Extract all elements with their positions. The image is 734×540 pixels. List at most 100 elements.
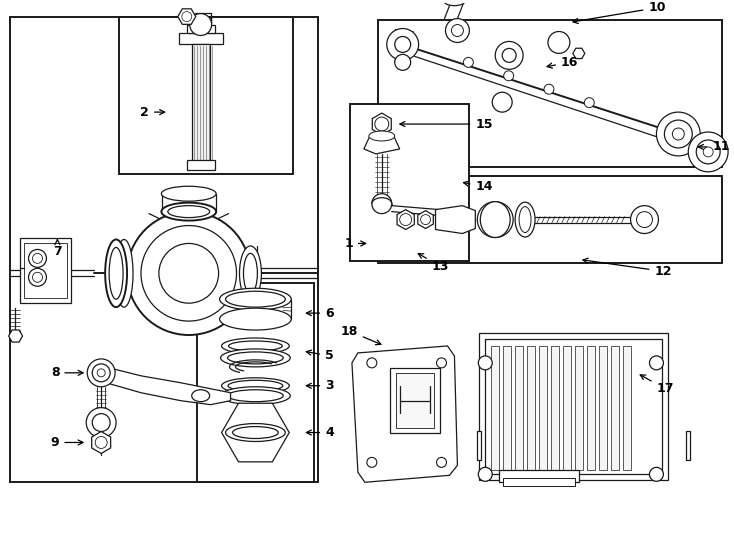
Ellipse shape — [228, 352, 283, 364]
Bar — [378, 176, 722, 264]
Text: 6: 6 — [306, 307, 334, 320]
Ellipse shape — [244, 253, 258, 293]
Text: 3: 3 — [306, 379, 334, 392]
Polygon shape — [397, 210, 414, 230]
Ellipse shape — [228, 390, 283, 402]
Ellipse shape — [480, 201, 510, 238]
Text: 8: 8 — [51, 366, 83, 379]
Circle shape — [395, 55, 410, 70]
Bar — [515, 346, 523, 470]
Circle shape — [697, 140, 720, 164]
Polygon shape — [9, 330, 23, 342]
Circle shape — [495, 42, 523, 69]
Bar — [186, 160, 214, 170]
Bar — [686, 430, 690, 461]
Circle shape — [87, 359, 115, 387]
Ellipse shape — [221, 349, 290, 367]
Ellipse shape — [168, 206, 210, 218]
Circle shape — [446, 18, 469, 43]
Ellipse shape — [225, 291, 286, 307]
Circle shape — [95, 436, 107, 448]
Bar — [586, 346, 595, 470]
Circle shape — [504, 71, 514, 81]
Circle shape — [548, 31, 570, 53]
Ellipse shape — [443, 0, 465, 5]
Circle shape — [664, 120, 692, 148]
Text: 18: 18 — [341, 325, 381, 345]
Bar — [504, 478, 575, 486]
Bar — [197, 284, 314, 482]
Circle shape — [92, 414, 110, 431]
Text: 17: 17 — [640, 375, 674, 395]
Bar — [479, 333, 669, 480]
Ellipse shape — [228, 380, 283, 392]
Text: 4: 4 — [306, 426, 334, 439]
Text: 2: 2 — [140, 106, 164, 119]
Polygon shape — [96, 366, 230, 404]
Circle shape — [437, 457, 446, 467]
Circle shape — [387, 29, 418, 60]
Bar — [491, 346, 499, 470]
Bar — [611, 346, 619, 470]
Polygon shape — [364, 136, 400, 154]
Circle shape — [367, 358, 377, 368]
Text: 10: 10 — [573, 1, 666, 23]
Bar — [485, 339, 662, 474]
Bar — [477, 430, 482, 461]
Bar — [599, 346, 607, 470]
Ellipse shape — [515, 202, 535, 237]
Circle shape — [182, 11, 192, 22]
Text: 15: 15 — [400, 118, 493, 131]
Circle shape — [544, 84, 554, 94]
Circle shape — [631, 206, 658, 233]
Circle shape — [421, 214, 431, 225]
Ellipse shape — [222, 378, 289, 394]
Circle shape — [29, 268, 46, 286]
Ellipse shape — [109, 247, 123, 299]
Circle shape — [375, 117, 389, 131]
Text: 7: 7 — [53, 239, 62, 258]
Polygon shape — [418, 211, 433, 228]
Ellipse shape — [105, 239, 127, 307]
Ellipse shape — [519, 207, 531, 233]
Bar — [179, 32, 222, 44]
Text: 16: 16 — [547, 56, 578, 69]
Circle shape — [451, 24, 463, 37]
Circle shape — [688, 132, 728, 172]
Circle shape — [650, 356, 664, 370]
Text: 5: 5 — [306, 349, 334, 362]
Polygon shape — [435, 206, 476, 233]
Circle shape — [87, 408, 116, 437]
Ellipse shape — [161, 202, 216, 220]
Circle shape — [395, 37, 410, 52]
Circle shape — [141, 226, 236, 321]
Circle shape — [584, 98, 595, 107]
Bar — [504, 346, 511, 470]
Bar — [119, 17, 293, 174]
Ellipse shape — [219, 308, 291, 330]
Circle shape — [479, 356, 493, 370]
Ellipse shape — [222, 338, 289, 354]
Circle shape — [493, 92, 512, 112]
Bar — [20, 239, 71, 303]
Circle shape — [463, 57, 473, 68]
Circle shape — [502, 49, 516, 62]
Polygon shape — [92, 431, 111, 454]
Ellipse shape — [369, 131, 395, 141]
Bar — [622, 346, 631, 470]
Bar — [539, 346, 547, 470]
Circle shape — [483, 208, 507, 232]
Bar — [350, 104, 469, 261]
Circle shape — [672, 128, 684, 140]
Ellipse shape — [239, 246, 261, 301]
Ellipse shape — [115, 239, 133, 307]
Polygon shape — [352, 346, 457, 482]
Circle shape — [400, 214, 412, 226]
Bar — [551, 346, 559, 470]
Bar — [23, 244, 68, 298]
Ellipse shape — [192, 390, 210, 402]
Ellipse shape — [161, 186, 216, 201]
Circle shape — [97, 369, 105, 377]
Circle shape — [636, 212, 653, 227]
Circle shape — [159, 244, 219, 303]
